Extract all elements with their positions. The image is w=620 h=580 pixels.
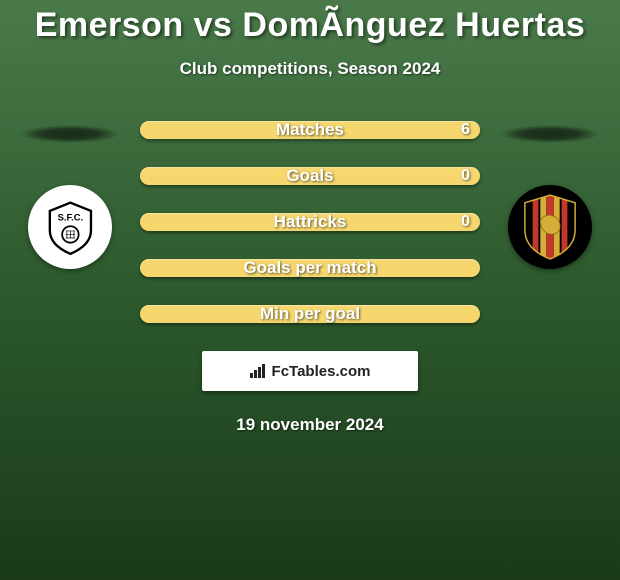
santos-crest-icon: S.F.C. xyxy=(41,198,100,257)
stat-bars: Matches 6 Goals 0 Hattricks 0 Goals per … xyxy=(140,121,480,323)
sport-crest-icon xyxy=(521,193,579,261)
stat-value: 0 xyxy=(461,213,470,231)
stat-label: Goals xyxy=(286,166,333,186)
brand-box: FcTables.com xyxy=(202,351,418,391)
stat-bar-goals: Goals 0 xyxy=(140,167,480,185)
stat-value: 0 xyxy=(461,167,470,185)
team-crest-right xyxy=(508,185,592,269)
stat-bar-hattricks: Hattricks 0 xyxy=(140,213,480,231)
stat-label: Min per goal xyxy=(260,304,360,324)
right-player-col xyxy=(500,121,600,269)
brand-label: FcTables.com xyxy=(250,363,371,380)
svg-text:S.F.C.: S.F.C. xyxy=(57,211,83,222)
brand-text: FcTables.com xyxy=(272,363,371,380)
stat-bar-goals-per-match: Goals per match xyxy=(140,259,480,277)
date-label: 19 november 2024 xyxy=(0,415,620,435)
stat-bar-min-per-goal: Min per goal xyxy=(140,305,480,323)
comparison-content: S.F.C. Matches 6 Goals 0 Hattricks 0 Goa… xyxy=(0,121,620,323)
page-title: Emerson vs DomÃ­nguez Huertas xyxy=(0,0,620,45)
page-subtitle: Club competitions, Season 2024 xyxy=(0,59,620,79)
chart-icon xyxy=(250,364,268,378)
team-crest-left: S.F.C. xyxy=(28,185,112,269)
stat-label: Goals per match xyxy=(243,258,376,278)
stat-bar-matches: Matches 6 xyxy=(140,121,480,139)
left-player-col: S.F.C. xyxy=(20,121,120,269)
player-shadow-right xyxy=(500,125,600,143)
stat-label: Matches xyxy=(276,120,344,140)
player-shadow-left xyxy=(20,125,120,143)
stat-value: 6 xyxy=(461,121,470,139)
stat-label: Hattricks xyxy=(274,212,347,232)
